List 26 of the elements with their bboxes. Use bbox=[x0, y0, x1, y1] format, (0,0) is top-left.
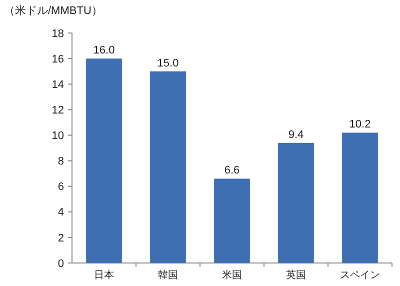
bar bbox=[150, 71, 186, 263]
y-tick-label: 2 bbox=[58, 232, 64, 244]
bar bbox=[278, 142, 314, 263]
y-tick-label: 12 bbox=[52, 104, 64, 117]
y-tick-label: 10 bbox=[52, 130, 64, 142]
y-tick-label: 8 bbox=[58, 156, 64, 168]
data-label: 15.0 bbox=[157, 57, 179, 70]
x-tick-label: 英国 bbox=[286, 269, 306, 281]
x-tick-label: 米国 bbox=[222, 269, 242, 281]
y-axis-title: （米ドル/MMBTU） bbox=[4, 4, 102, 17]
x-tick-label: 韓国 bbox=[158, 269, 178, 281]
y-tick-label: 16 bbox=[52, 53, 64, 66]
data-label: 16.0 bbox=[93, 44, 115, 57]
data-label: 9.4 bbox=[288, 128, 304, 141]
y-tick-label: 18 bbox=[52, 28, 64, 40]
bar bbox=[342, 132, 378, 263]
x-tick-label: スペイン bbox=[340, 270, 380, 281]
y-tick-label: 6 bbox=[58, 181, 64, 194]
data-label: 10.2 bbox=[349, 118, 371, 131]
y-tick-label: 4 bbox=[58, 206, 64, 219]
y-tick-label: 14 bbox=[52, 78, 64, 91]
bar bbox=[214, 178, 250, 263]
y-tick-label: 0 bbox=[58, 258, 64, 270]
x-tick-label: 日本 bbox=[94, 269, 114, 281]
bar bbox=[86, 58, 122, 263]
data-label: 6.6 bbox=[224, 164, 240, 177]
